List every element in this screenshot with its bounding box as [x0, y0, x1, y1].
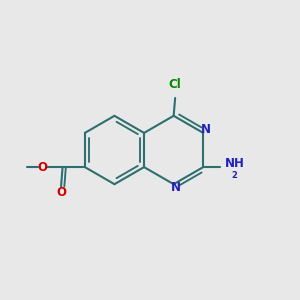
Text: N: N	[171, 181, 181, 194]
Text: NH: NH	[225, 157, 244, 170]
Text: Cl: Cl	[169, 78, 182, 91]
Text: O: O	[56, 186, 66, 200]
Text: N: N	[201, 123, 211, 136]
Text: O: O	[38, 160, 47, 174]
Text: 2: 2	[231, 171, 237, 180]
